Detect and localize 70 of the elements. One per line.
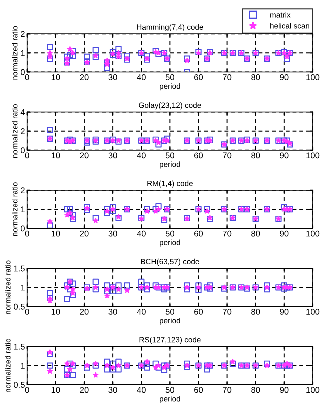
x-tick-label: 90 [280, 230, 289, 237]
x-tick-label: 50 [166, 152, 174, 159]
y-tick-label: 1 [21, 284, 25, 291]
x-tick-label: 30 [108, 152, 118, 159]
x-tick-label: 80 [252, 74, 260, 80]
y-tick-label: 1.5 [14, 266, 25, 272]
x-tick-label: 50 [166, 309, 174, 315]
x-tick-label: 70 [223, 309, 232, 315]
x-tick-label: 40 [137, 309, 146, 315]
y-tick-label: 2 [21, 128, 25, 134]
y-tick-label: 0.5 [14, 382, 25, 388]
x-tick-label: 20 [80, 74, 89, 80]
x-tick-label: 70 [223, 74, 232, 80]
x-tick-label: 20 [80, 230, 89, 237]
y-tick-label: 0 [20, 148, 25, 154]
x-tick-label: 80 [252, 152, 260, 159]
x-tick-label: 0 [25, 230, 30, 237]
x-tick-label: 70 [223, 230, 232, 237]
x-tick-label: 10 [52, 230, 60, 237]
x-tick-label: 0 [25, 152, 30, 159]
x-tick-label: 20 [80, 387, 89, 394]
x-tick-label: 0 [25, 387, 30, 394]
x-tick-label: 60 [194, 387, 204, 394]
y-tick-label: 1 [21, 206, 25, 213]
x-tick-label: 0 [25, 74, 30, 80]
x-tick-label: 80 [252, 309, 260, 315]
x-tick-label: 40 [137, 230, 146, 237]
x-tick-label: 60 [194, 152, 204, 159]
x-tick-label: 50 [166, 387, 174, 394]
x-tick-label: 0 [25, 309, 30, 315]
y-tick-label: 4 [20, 110, 26, 116]
x-tick-label: 30 [108, 230, 118, 237]
x-tick-label: 60 [194, 74, 204, 80]
x-tick-label: 30 [108, 387, 118, 394]
x-tick-label: 50 [166, 74, 174, 80]
x-tick-label: 10 [52, 74, 60, 80]
y-tick-label: 1 [21, 50, 25, 56]
y-tick-label: 0 [20, 69, 25, 76]
x-tick-label: 50 [166, 230, 174, 237]
x-tick-label: 90 [280, 309, 289, 315]
y-tick-label: 2 [21, 31, 25, 38]
x-tick-label: 70 [223, 152, 232, 159]
x-tick-label: 80 [252, 387, 260, 394]
y-tick-label: 1 [21, 363, 25, 369]
x-tick-label: 60 [194, 230, 204, 237]
x-tick-label: 40 [137, 152, 146, 159]
x-tick-label: 70 [223, 387, 232, 394]
x-tick-label: 10 [52, 387, 60, 394]
x-tick-label: 20 [80, 309, 89, 315]
x-tick-label: 40 [137, 387, 146, 394]
x-tick-label: 90 [280, 152, 289, 159]
x-tick-label: 30 [108, 74, 118, 80]
x-tick-label: 90 [280, 387, 289, 394]
y-tick-label: 0 [20, 226, 25, 232]
x-tick-label: 100 [306, 309, 320, 315]
x-tick-label: 60 [194, 309, 204, 315]
x-tick-label: 100 [306, 74, 320, 80]
x-tick-label: 40 [137, 74, 146, 80]
x-tick-label: 30 [108, 309, 118, 315]
y-tick-label: 1.5 [14, 344, 25, 350]
x-tick-label: 80 [252, 230, 260, 237]
x-tick-label: 20 [80, 152, 89, 159]
x-tick-label: 100 [306, 230, 320, 237]
x-tick-label: 100 [306, 387, 320, 394]
y-tick-label: 2 [21, 188, 25, 194]
x-tick-label: 10 [52, 152, 60, 159]
x-tick-label: 10 [52, 309, 60, 315]
y-tick-label: 0.5 [14, 304, 25, 310]
x-tick-label: 100 [306, 152, 320, 159]
x-tick-label: 90 [280, 74, 289, 80]
